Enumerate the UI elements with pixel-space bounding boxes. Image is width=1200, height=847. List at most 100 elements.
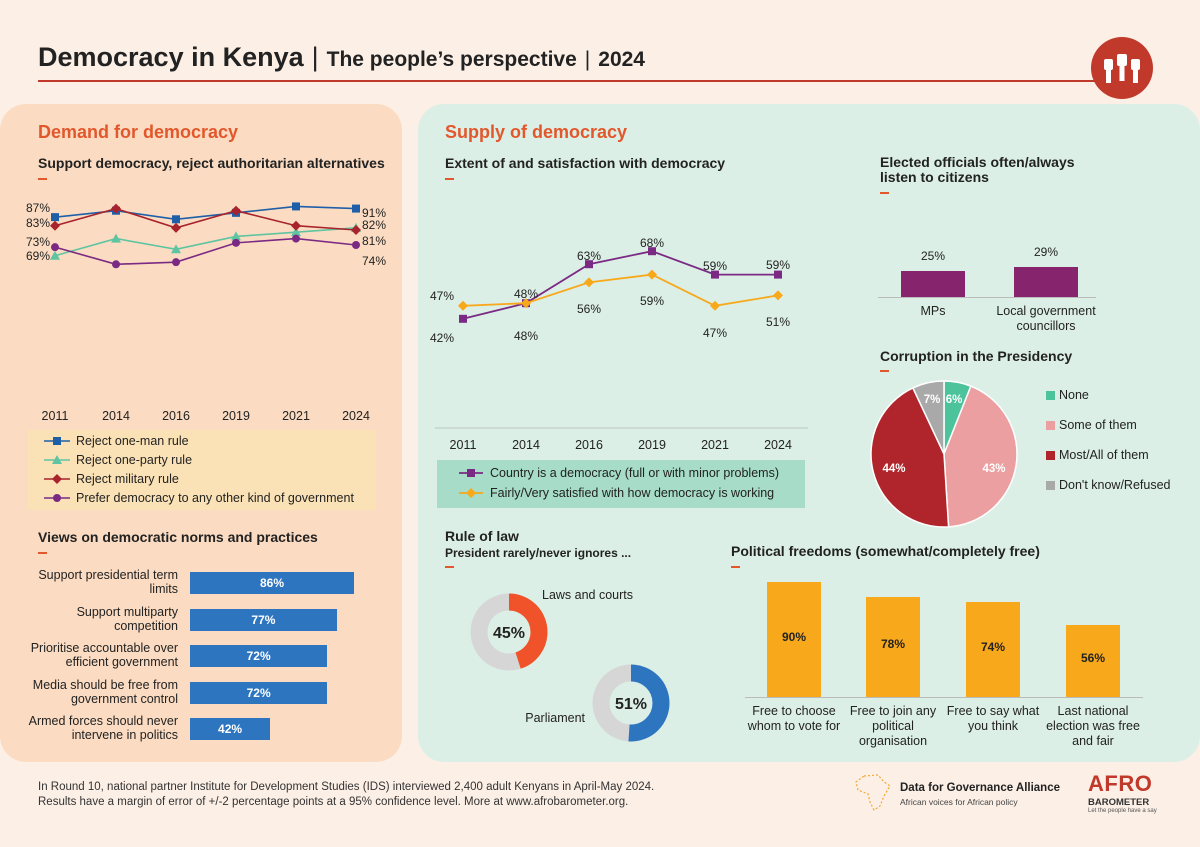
data-point: [584, 277, 594, 288]
legend-marker: [52, 455, 62, 464]
title-main: Democracy in Kenya: [38, 42, 304, 72]
data-point: [51, 243, 59, 252]
data-point: [648, 247, 656, 256]
legend-item: Reject military rule: [44, 471, 179, 487]
corruption-chart-title: Corruption in the Presidency: [880, 348, 1073, 364]
end-value-label: 91%: [362, 206, 386, 220]
value-label: 51%: [766, 315, 790, 329]
value-label: 42%: [430, 331, 454, 345]
legend-item: Most/All of them: [1046, 448, 1149, 462]
data-point: [710, 300, 720, 311]
raised-fists-logo-icon: [1091, 37, 1153, 99]
value-label: 56%: [577, 302, 601, 316]
legend-item: Some of them: [1046, 418, 1137, 432]
data-point: [352, 204, 360, 213]
bar: 56%: [1066, 625, 1120, 697]
data-point: [112, 260, 120, 269]
bar-category-label: MPs: [920, 304, 946, 318]
footer-note: In Round 10, national partner Institute …: [38, 780, 654, 810]
bar: 74%: [966, 602, 1020, 697]
bar-category-label: Last national election was free and fair: [1046, 704, 1140, 748]
data-point: [232, 238, 240, 247]
bar-category-label: Prioritise accountable over efficient go…: [30, 641, 178, 669]
extent-chart-title: Extent of and satisfaction with democrac…: [445, 155, 726, 171]
legend-item: None: [1046, 388, 1089, 402]
legend-label: Reject one-party rule: [76, 453, 193, 467]
header-rule: [38, 80, 1098, 82]
title-separator: |: [584, 48, 591, 71]
legend-swatch: [459, 469, 483, 477]
title-dash: [38, 178, 47, 180]
bar: [901, 271, 965, 297]
title-dash: [38, 552, 47, 554]
series-line: [54, 227, 357, 257]
legend-marker: [52, 474, 62, 484]
extent-legend: Country is a democracy (full or with min…: [437, 460, 805, 508]
support-legend: Reject one-man rule Reject one-party rule…: [28, 430, 376, 510]
legend-label: Prefer democracy to any other kind of go…: [76, 491, 354, 505]
bar-value-label: 74%: [980, 639, 1006, 654]
slice-label: 43%: [982, 463, 1005, 475]
title-dash: [445, 178, 454, 180]
footer-line-1: In Round 10, national partner Institute …: [38, 781, 655, 793]
data-point: [521, 298, 531, 309]
legend-marker: [53, 437, 61, 445]
x-tick-label: 2024: [764, 438, 792, 452]
x-tick-label: 2019: [638, 438, 666, 452]
support-chart-title: Support democracy, reject authoritarian …: [38, 155, 385, 171]
freedoms-bar-chart: 90% Free to choose whom to vote for 78% Fre…: [740, 575, 1150, 755]
donut-category-label: Laws and courts: [542, 588, 633, 602]
page-title: Democracy in Kenya | The people’s perspect…: [38, 42, 645, 73]
bar: 72%: [190, 645, 328, 667]
start-value-label: 73%: [26, 235, 50, 249]
value-label: 59%: [640, 294, 664, 308]
bar: 72%: [190, 681, 328, 704]
title-subtitle: The people’s perspective: [326, 48, 577, 71]
bar-value-label: 25%: [920, 249, 946, 264]
series-line: [462, 250, 778, 320]
value-label: 47%: [703, 326, 727, 340]
bar-category-label: Support presidential term limits: [38, 568, 178, 596]
legend-item: Fairly/Very satisfied with how democracy…: [459, 484, 774, 502]
slice-label: 44%: [882, 463, 905, 475]
legend-item: Country is a democracy (full or with min…: [459, 464, 779, 482]
x-tick-label: 2021: [701, 438, 729, 452]
data-point: [351, 225, 361, 235]
bar: 77%: [190, 608, 337, 631]
africa-map-icon: [850, 770, 894, 814]
bar-category-label: Support multiparty competition: [76, 604, 178, 633]
bar-value-label: 78%: [880, 637, 906, 652]
legend-label: Reject one-man rule: [76, 434, 189, 448]
officials-chart-title: Elected officials often/always listen to…: [880, 154, 1075, 185]
support-line-chart: 87%83% 73%69% 91%82% 81% 74% 2011 2014 2016 2019…: [26, 201, 386, 423]
bar-value-label: 90%: [781, 629, 807, 644]
data-point: [459, 314, 467, 323]
start-value-label: 83%: [26, 216, 50, 230]
donut-category-label: Parliament: [525, 711, 585, 725]
legend-label: None: [1059, 388, 1089, 402]
bar-category-label: Free to say what you think: [946, 704, 1040, 733]
legend-swatch: [1046, 420, 1055, 430]
pie-slice: [911, 380, 945, 455]
end-value-label: 81%: [362, 234, 386, 248]
title-dash: [731, 566, 740, 568]
value-label: 68%: [640, 236, 664, 250]
x-tick-label: 2014: [512, 438, 540, 452]
slice-label: 7%: [924, 394, 941, 406]
demand-section-title: Demand for democracy: [38, 122, 239, 142]
legend-marker: [467, 469, 475, 477]
corruption-pie-chart: 6% 43% 44% 7%: [870, 380, 1018, 528]
legend-swatch: [1046, 480, 1055, 490]
bar-value-label: 29%: [1033, 245, 1059, 259]
bar-category-label: Local government councillors: [996, 304, 1096, 333]
legend-item: Prefer democracy to any other kind of go…: [44, 490, 354, 506]
bar: 78%: [866, 597, 920, 697]
data-point: [231, 205, 241, 216]
x-tick-label: 2011: [42, 409, 69, 423]
legend-swatch: [44, 437, 70, 445]
data-point: [647, 269, 657, 280]
bar: 42%: [190, 718, 271, 740]
legend-label: Reject military rule: [76, 472, 179, 486]
data-point: [50, 220, 60, 231]
bar-category-label: Free to choose whom to vote for: [747, 704, 841, 733]
